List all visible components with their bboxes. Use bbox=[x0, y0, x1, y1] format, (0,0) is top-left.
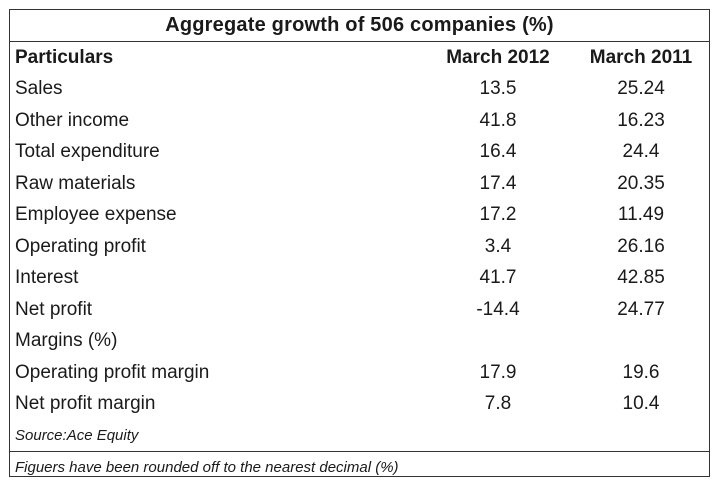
row-value-2011: 16.23 bbox=[617, 109, 665, 131]
row-value-2011: 24.4 bbox=[622, 141, 660, 162]
row-value-2011: 26.16 bbox=[617, 235, 665, 257]
row-value-2012: 17.4 bbox=[479, 172, 517, 194]
table-row: Operating profit 3.4 26.16 bbox=[10, 231, 709, 263]
row-value-2011: 42.85 bbox=[617, 267, 665, 288]
row-value-2011: 24.77 bbox=[617, 298, 665, 320]
source-text: Source:Ace Equity bbox=[15, 426, 139, 444]
row-label: Sales bbox=[15, 78, 63, 99]
growth-table: Particulars March 2012 March 2011 Sales … bbox=[10, 42, 709, 483]
row-label: Raw materials bbox=[15, 172, 136, 194]
table-header-row: Particulars March 2012 March 2011 bbox=[10, 42, 709, 73]
table-row: Interest 41.7 42.85 bbox=[10, 262, 709, 294]
row-value-2012: 17.2 bbox=[479, 204, 517, 225]
table-row: Raw materials 17.4 20.35 bbox=[10, 168, 709, 200]
header-march-2011: March 2011 bbox=[589, 47, 693, 68]
row-value-2012: 41.7 bbox=[479, 267, 517, 288]
row-label: Total expenditure bbox=[15, 141, 160, 162]
header-march-2012: March 2012 bbox=[446, 47, 550, 68]
row-value-2011: 11.49 bbox=[617, 204, 665, 225]
row-label: Other income bbox=[15, 109, 130, 131]
row-value-2012: 13.5 bbox=[479, 78, 517, 99]
table-row: Total expenditure 16.4 24.4 bbox=[10, 136, 709, 168]
section-label-margins: Margins (%) bbox=[15, 330, 118, 351]
footnote: Figuers have been rounded off to the nea… bbox=[10, 450, 709, 483]
row-label: Operating profit bbox=[15, 235, 146, 257]
table-row: Other income 41.8 16.23 bbox=[10, 105, 709, 137]
data-table-frame: Aggregate growth of 506 companies (%) Pa… bbox=[9, 9, 710, 477]
table-row: Employee expense 17.2 11.49 bbox=[10, 199, 709, 231]
table-row: Net profit margin 7.8 10.4 bbox=[10, 388, 709, 420]
row-value-2012: 16.4 bbox=[479, 141, 517, 162]
table-row: Sales 13.5 25.24 bbox=[10, 73, 709, 105]
table-section-row: Margins (%) bbox=[10, 325, 709, 357]
row-value-2011: 20.35 bbox=[617, 172, 665, 194]
footnote-text: Figuers have been rounded off to the nea… bbox=[15, 458, 399, 476]
source-note: Source:Ace Equity bbox=[10, 420, 709, 451]
row-label: Operating profit margin bbox=[15, 361, 210, 383]
table-title: Aggregate growth of 506 companies (%) bbox=[10, 10, 709, 42]
row-value-2011: 19.6 bbox=[622, 361, 660, 383]
row-value-2012: 7.8 bbox=[484, 393, 512, 414]
row-value-2012: -14.4 bbox=[476, 298, 520, 320]
row-label: Net profit bbox=[15, 298, 93, 320]
table-row: Net profit -14.4 24.77 bbox=[10, 294, 709, 326]
row-value-2012: 17.9 bbox=[479, 361, 517, 383]
header-particulars: Particulars bbox=[15, 47, 114, 68]
row-value-2011: 10.4 bbox=[622, 393, 660, 414]
row-label: Employee expense bbox=[15, 204, 177, 225]
row-value-2012: 41.8 bbox=[479, 109, 517, 131]
row-value-2012: 3.4 bbox=[484, 235, 512, 257]
row-value-2011: 25.24 bbox=[617, 78, 665, 99]
row-label: Interest bbox=[15, 267, 79, 288]
row-label: Net profit margin bbox=[15, 393, 156, 414]
table-row: Operating profit margin 17.9 19.6 bbox=[10, 357, 709, 389]
